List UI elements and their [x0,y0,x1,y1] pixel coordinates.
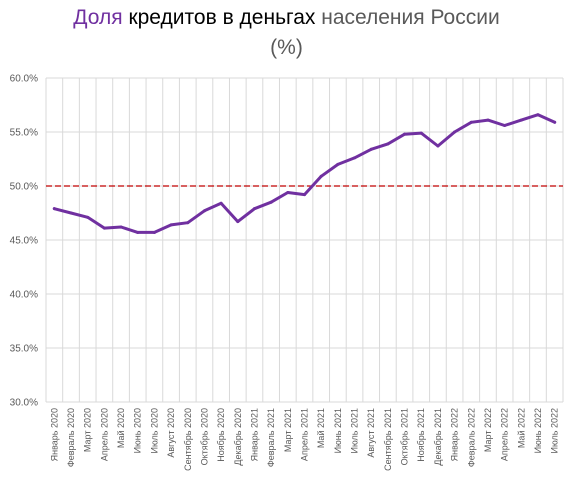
x-tick-label: Август 2020 [166,408,176,458]
x-tick-label: Июнь 2021 [333,408,343,453]
x-tick-label: Апрель 2022 [500,408,510,461]
x-tick-label: Июнь 2020 [133,408,143,453]
data-point [269,200,273,204]
data-point [503,124,507,128]
chart-title-end: населения России [315,6,500,29]
y-tick-label: 60.0% [10,74,38,85]
data-point [353,156,357,160]
data-point [386,142,390,146]
x-tick-label: Март 2021 [283,408,293,452]
y-tick-label: 55.0% [10,128,38,139]
data-point [486,118,490,122]
x-tick-label: Май 2021 [316,408,326,448]
data-point [252,207,256,211]
y-tick-label: 35.0% [10,344,38,355]
data-point [169,223,173,227]
data-point [319,174,323,178]
data-point [553,120,557,124]
data-point [453,130,457,134]
chart-title-unit: (%) [270,36,303,59]
x-tick-label: Сентябрь 2021 [383,408,393,471]
x-tick-label: Сентябрь 2020 [183,408,193,471]
x-tick-label: Июль 2020 [149,408,159,453]
data-point [152,230,156,234]
x-tick-label: Июнь 2022 [533,408,543,453]
x-tick-label: Январь 2020 [49,408,59,461]
data-point [219,201,223,205]
x-tick-label: Февраль 2021 [266,408,276,467]
data-point [436,144,440,148]
x-tick-label: Февраль 2020 [66,408,76,467]
data-point [119,225,123,229]
data-point [236,220,240,224]
x-tick-label: Январь 2021 [249,408,259,461]
data-point [419,131,423,135]
chart-title: Доля кредитов в деньгах населения России [0,6,573,30]
x-tick-label: Май 2022 [516,408,526,448]
data-point [303,193,306,197]
data-point [369,147,373,151]
data-point [202,209,206,213]
data-point [536,113,540,117]
x-tick-label: Ноябрь 2021 [416,408,426,462]
data-point [69,211,73,215]
x-tick-label: Апрель 2020 [99,408,109,461]
data-point [336,162,340,166]
data-point [136,230,140,234]
x-tick-label: Апрель 2021 [300,408,310,461]
x-tick-label: Март 2022 [483,408,493,452]
data-point [102,226,106,230]
x-tick-label: Октябрь 2021 [400,408,410,465]
x-tick-label: Декабрь 2021 [433,408,443,466]
data-point [469,120,473,124]
data-point [403,132,407,136]
x-tick-label: Декабрь 2020 [233,408,243,466]
data-point [286,190,290,194]
x-tick-label: Январь 2022 [450,408,460,461]
y-tick-label: 40.0% [10,290,38,301]
data-point [519,118,523,122]
y-tick-label: 30.0% [10,398,38,409]
x-tick-label: Июль 2022 [550,408,560,453]
chart-title-accent: Доля [73,6,123,29]
data-point [86,215,90,219]
x-tick-label: Март 2020 [83,408,93,452]
y-tick-label: 45.0% [10,236,38,247]
x-tick-label: Ноябрь 2020 [216,408,226,462]
x-tick-label: Май 2020 [116,408,126,448]
x-tick-label: Октябрь 2020 [199,408,209,465]
x-tick-label: Февраль 2022 [466,408,476,467]
x-tick-label: Июль 2021 [350,408,360,453]
chart-title-middle: кредитов в деньгах [122,6,316,29]
data-point [186,221,190,225]
data-point [52,207,56,211]
x-tick-label: Август 2021 [366,408,376,458]
y-tick-label: 50.0% [10,182,38,193]
